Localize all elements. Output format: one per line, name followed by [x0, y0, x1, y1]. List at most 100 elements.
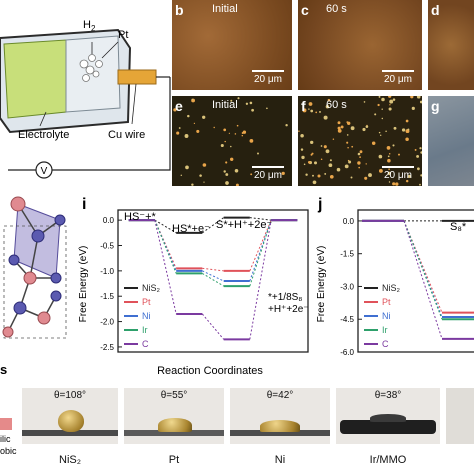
particle — [340, 125, 344, 129]
panel-letter-g: g — [431, 98, 440, 114]
y-tick-label: -1.5 — [100, 292, 114, 301]
particle — [327, 98, 331, 102]
particle — [359, 156, 361, 158]
energy-connector — [154, 219, 177, 274]
particle — [191, 98, 193, 101]
crystal-structure — [2, 196, 67, 339]
particle — [319, 110, 321, 113]
y-tick-label: -3.0 — [340, 282, 354, 291]
particle — [358, 166, 360, 169]
particle — [337, 126, 341, 130]
water-droplet — [260, 420, 300, 432]
wetting-swatch — [0, 418, 12, 430]
particle — [223, 170, 226, 173]
particle — [378, 131, 381, 134]
particle — [308, 108, 310, 110]
energy-connector — [249, 219, 272, 282]
legend-label: C — [142, 339, 149, 349]
legend-label: NiS₂ — [142, 283, 161, 293]
contact-angle-image-ni: θ=42° — [230, 388, 330, 444]
particle — [420, 174, 422, 177]
particle — [225, 173, 229, 176]
particle — [187, 114, 190, 118]
particle — [405, 137, 409, 141]
particle — [310, 153, 313, 156]
micrograph-b: b Initial 20 μm — [172, 0, 292, 90]
particle — [346, 134, 349, 136]
legend-label: C — [382, 339, 389, 349]
energy-connector — [201, 313, 225, 340]
particle — [191, 183, 194, 186]
particle — [344, 164, 349, 169]
legend-label: Ni — [142, 311, 151, 321]
particle — [305, 173, 308, 176]
particle — [300, 133, 304, 138]
voltmeter — [35, 161, 53, 179]
particle — [230, 157, 234, 161]
particle — [387, 155, 390, 158]
particle — [241, 134, 244, 137]
legend-label: Pt — [382, 297, 391, 307]
electrolyte-region — [3, 39, 67, 119]
particle — [393, 126, 397, 130]
y-tick-label: -2.0 — [100, 318, 114, 327]
legend-label: Ir — [382, 325, 388, 335]
particle — [328, 163, 333, 168]
panel-letter-d: d — [431, 2, 440, 18]
particle — [385, 130, 387, 132]
particle — [386, 146, 391, 150]
particle — [365, 163, 367, 165]
micrograph-caption: 60 s — [326, 3, 347, 15]
particle — [312, 174, 314, 177]
state-label-s8: S₈* — [450, 221, 467, 233]
micrograph-e: e Initial 20 μm — [172, 96, 292, 186]
energy-connector — [249, 220, 272, 340]
particle — [308, 102, 313, 106]
micrograph-caption: Initial — [212, 3, 238, 15]
particle — [317, 174, 321, 178]
particle — [337, 129, 342, 133]
energy-connector — [202, 217, 224, 234]
particle — [348, 160, 352, 164]
particle — [407, 174, 411, 178]
contact-angle-image-ir-mmo: θ=38° — [336, 388, 440, 444]
particle — [230, 99, 233, 102]
particle — [235, 183, 239, 186]
particle — [266, 107, 268, 110]
particle — [310, 140, 314, 145]
particle — [346, 141, 349, 144]
legend-j: NiS₂ Pt Ni Ir C — [364, 283, 401, 349]
panel-letter-c: c — [301, 2, 309, 18]
y-tick-label: -1.5 — [340, 250, 354, 259]
particle — [381, 97, 385, 102]
particle — [220, 143, 224, 148]
h2-bubbles — [79, 54, 103, 82]
state-label-4b: +H⁺+2e⁻ — [268, 304, 309, 315]
particle — [362, 127, 366, 132]
wetting-key-bottom: obic — [0, 446, 17, 456]
particle — [281, 171, 285, 176]
water-droplet — [58, 410, 84, 432]
ni-atoms — [8, 214, 66, 315]
particle — [378, 96, 381, 98]
particle — [245, 102, 249, 105]
cu-wire-strip — [117, 69, 157, 85]
particle — [313, 161, 318, 165]
x-axis-label: Reaction Coordinates — [157, 365, 263, 377]
y-tick-label: -6.0 — [340, 348, 354, 357]
energy-connector — [154, 220, 177, 315]
particle — [315, 111, 318, 114]
cu-wire-label: Cu wire — [108, 129, 145, 141]
particle — [202, 163, 207, 167]
scale-bar-label: 20 μm — [384, 74, 412, 85]
wetting-key-top: ilic — [0, 434, 11, 444]
electrolyte-label: Electrolyte — [18, 129, 69, 141]
particle — [180, 174, 183, 177]
particle — [374, 113, 377, 116]
contact-angle-value: θ=42° — [266, 390, 294, 401]
energy-connector — [403, 220, 443, 313]
scale-bar-label: 20 μm — [254, 74, 282, 85]
particle — [300, 148, 304, 151]
drop-label-ir-mmo: Ir/MMO — [369, 454, 407, 466]
contact-angle-image-partial — [446, 388, 474, 444]
